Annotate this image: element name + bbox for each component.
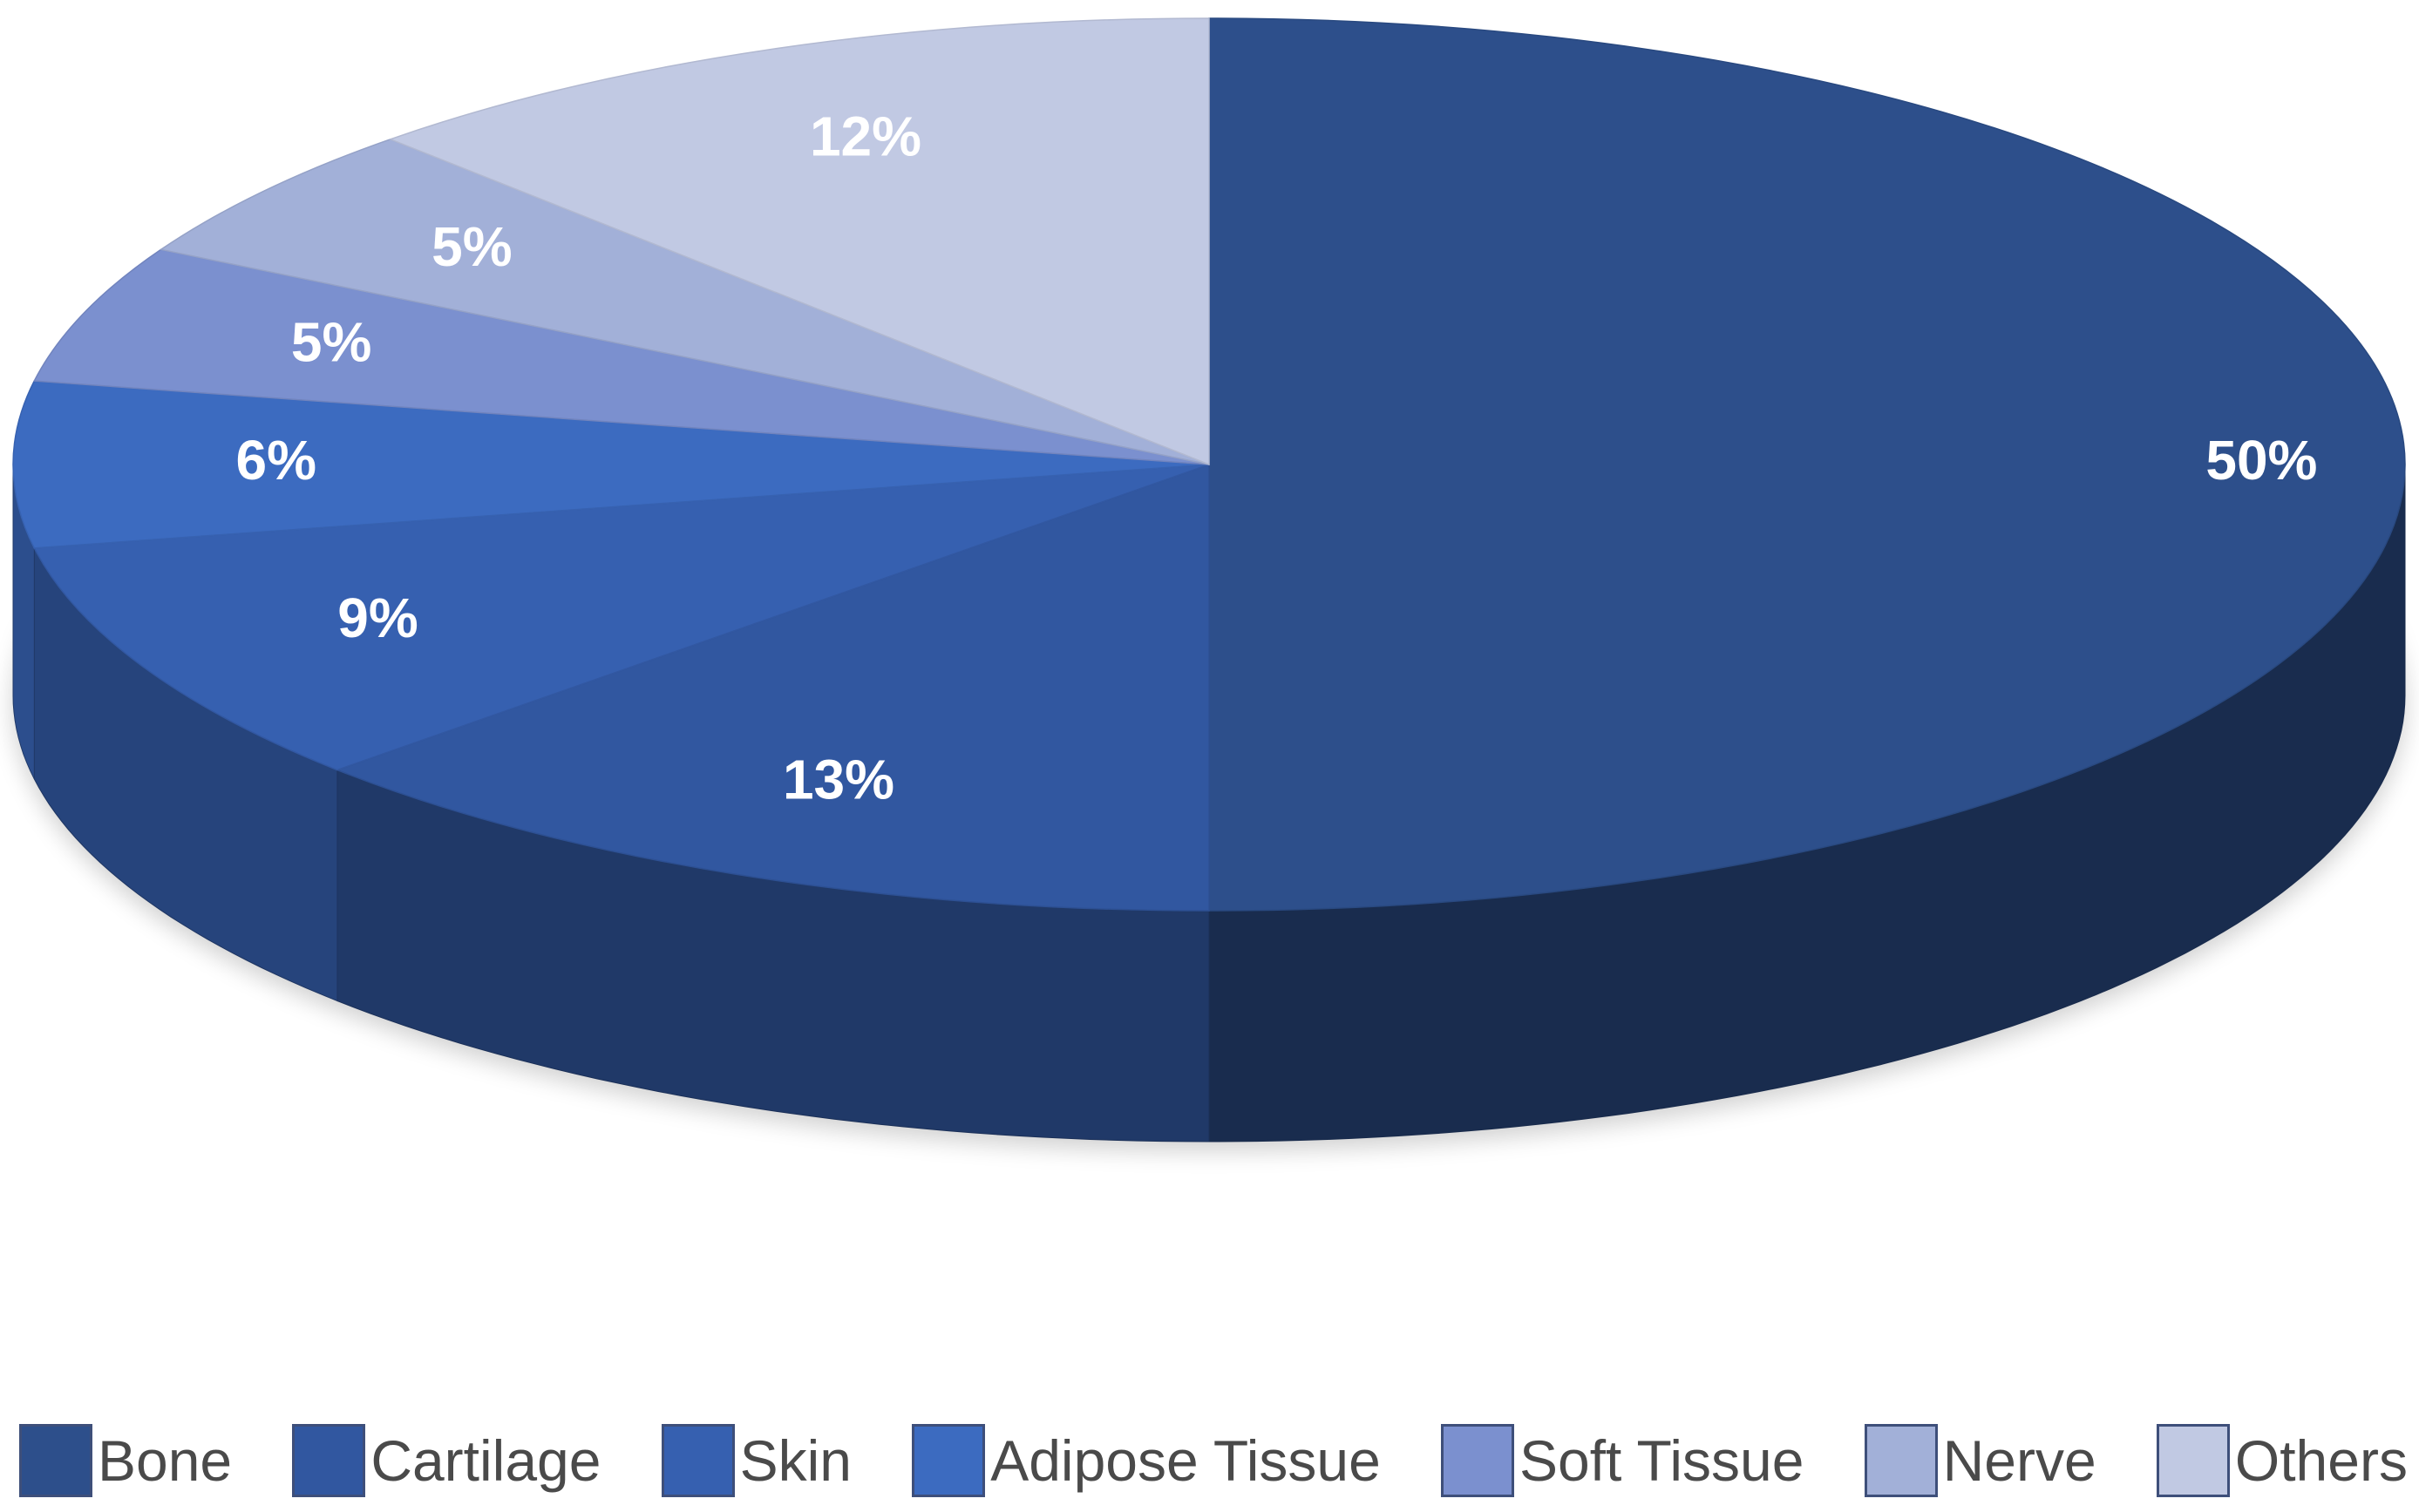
legend-item-soft-tissue: Soft Tissue — [1440, 1424, 1804, 1497]
value-label-nerve: 5% — [431, 215, 513, 278]
value-label-skin: 9% — [337, 586, 418, 649]
slice-bone — [1208, 17, 2406, 912]
legend-swatch-bone — [19, 1424, 92, 1497]
legend-swatch-others — [2156, 1424, 2230, 1497]
legend-item-skin: Skin — [661, 1424, 853, 1497]
slice-nerve — [159, 138, 1210, 465]
legend-label-cartilage: Cartilage — [370, 1428, 601, 1493]
value-label-adipose-tissue: 6% — [236, 429, 317, 492]
value-label-soft-tissue: 5% — [291, 311, 372, 374]
pie-top-faces — [12, 17, 2406, 912]
slice-adipose-tissue — [12, 380, 1210, 549]
legend-item-others: Others — [2156, 1424, 2408, 1497]
legend-item-adipose-tissue: Adipose Tissue — [912, 1424, 1381, 1497]
legend-item-bone: Bone — [19, 1424, 232, 1497]
value-label-others: 12% — [810, 105, 921, 168]
legend-swatch-nerve — [1864, 1424, 1938, 1497]
slice-cartilage — [335, 463, 1210, 912]
legend-label-nerve: Nerve — [1942, 1428, 2096, 1493]
legend-label-skin: Skin — [739, 1428, 853, 1493]
legend-label-soft-tissue: Soft Tissue — [1519, 1428, 1804, 1493]
legend-swatch-soft-tissue — [1440, 1424, 1514, 1497]
slice-skin — [33, 464, 1210, 771]
value-label-cartilage: 13% — [783, 748, 894, 810]
pie-value-labels: 50% 13% 9% 6% 5% 5% 12% — [236, 105, 2318, 811]
chart-legend: Bone Cartilage Skin Adipose Tissue Soft Tiss… — [19, 1420, 2408, 1501]
legend-label-adipose-tissue: Adipose Tissue — [990, 1428, 1381, 1493]
slice-soft-tissue — [33, 248, 1210, 465]
value-label-bone: 50% — [2205, 429, 2317, 492]
legend-item-cartilage: Cartilage — [292, 1424, 601, 1497]
legend-swatch-skin — [661, 1424, 735, 1497]
legend-item-nerve: Nerve — [1864, 1424, 2096, 1497]
slice-others — [388, 17, 1210, 466]
legend-label-bone: Bone — [98, 1428, 233, 1493]
pie-side-walls — [12, 464, 2406, 1142]
legend-label-others: Others — [2234, 1428, 2408, 1493]
legend-swatch-adipose-tissue — [912, 1424, 986, 1497]
legend-swatch-cartilage — [292, 1424, 366, 1497]
